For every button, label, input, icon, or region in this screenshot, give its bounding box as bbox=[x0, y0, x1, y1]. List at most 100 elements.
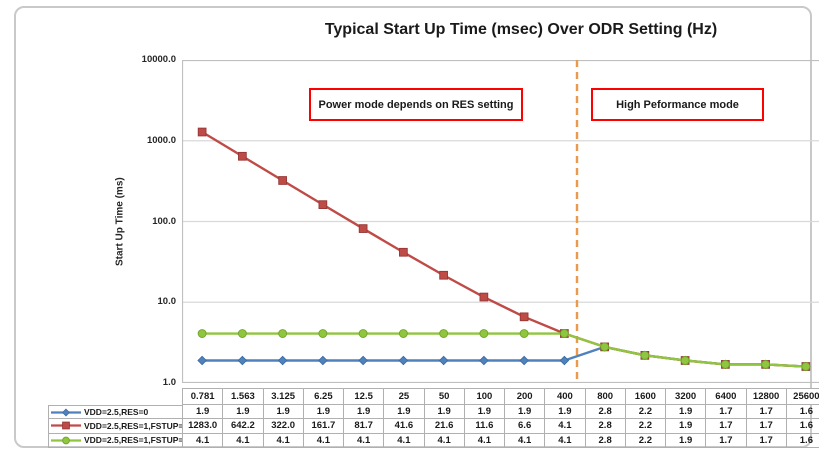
y-axis-tick-label: 10.0 bbox=[157, 296, 177, 308]
table-value-cell: 4.1 bbox=[505, 433, 546, 448]
annotation-power-mode-box: Power mode depends on RES setting bbox=[309, 88, 523, 121]
legend-series-label: VDD=2.5,RES=1,FSTUP=0 bbox=[84, 420, 183, 431]
circle-marker-icon bbox=[237, 329, 247, 338]
table-value-cell: 322.0 bbox=[263, 419, 304, 434]
table-value-cell: 1.7 bbox=[746, 419, 787, 434]
circle-marker-icon bbox=[358, 329, 368, 338]
table-value-cell: 11.6 bbox=[464, 419, 505, 434]
square-marker-icon bbox=[399, 247, 408, 257]
table-value-cell: 1.9 bbox=[464, 405, 505, 420]
odr-category-header-cell: 100 bbox=[464, 388, 505, 405]
square-marker-icon bbox=[197, 127, 207, 137]
circle-marker-icon bbox=[62, 436, 70, 445]
diamond-marker-icon bbox=[519, 355, 529, 366]
table-value-cell: 1283.0 bbox=[183, 419, 224, 434]
circle-marker-icon bbox=[398, 329, 408, 338]
square-marker-icon bbox=[519, 312, 529, 322]
table-value-cell: 4.1 bbox=[384, 433, 425, 448]
table-value-cell: 1.9 bbox=[183, 405, 224, 420]
legend-cell: VDD=2.5,RES=0 bbox=[49, 405, 183, 420]
table-value-cell: 1.7 bbox=[706, 405, 747, 420]
odr-category-header-cell: 25 bbox=[384, 388, 425, 405]
table-value-cell: 1.9 bbox=[666, 419, 707, 434]
legend-series-label: VDD=2.5,RES=0 bbox=[84, 407, 149, 418]
diamond-marker-icon bbox=[318, 355, 328, 366]
odr-category-header-cell: 200 bbox=[505, 388, 546, 405]
diamond-marker-icon bbox=[277, 355, 288, 366]
series-line bbox=[201, 130, 806, 368]
circle-marker-icon bbox=[318, 329, 328, 338]
table-value-cell: 2.2 bbox=[625, 419, 666, 434]
table-value-cell: 4.1 bbox=[223, 433, 264, 448]
square-marker-icon bbox=[62, 422, 70, 430]
table-row: VDD=2.5,RES=1,FSTUP=0 1283.0 642.2 322.0 161… bbox=[49, 419, 819, 434]
annotation-high-performance-box: High Peformance mode bbox=[591, 88, 764, 121]
legend-series-glyph-icon bbox=[51, 436, 81, 445]
data-table: VDD=2.5,RES=0 1.9 1.9 1.9 1.9 1.9 1.9 1.9 1.9 1.9… bbox=[48, 405, 819, 448]
legend-cell: VDD=2.5,RES=1,FSTUP=1 bbox=[49, 433, 183, 448]
diamond-marker-icon bbox=[479, 355, 489, 366]
table-value-cell: 4.1 bbox=[545, 419, 586, 434]
table-value-cell: 4.1 bbox=[344, 433, 385, 448]
table-value-cell: 6.6 bbox=[505, 419, 546, 434]
circle-marker-icon bbox=[680, 356, 690, 365]
y-axis-tick-label: 100.0 bbox=[152, 215, 176, 227]
annotation-high-performance-text: High Peformance mode bbox=[616, 98, 739, 111]
diamond-marker-icon bbox=[438, 355, 449, 366]
series-line bbox=[202, 332, 806, 368]
table-value-cell: 1.7 bbox=[706, 419, 747, 434]
odr-category-header-cell: 1600 bbox=[625, 388, 666, 405]
odr-category-header-cell: 6400 bbox=[706, 388, 747, 405]
odr-category-header-cell: 0.781 bbox=[183, 388, 224, 405]
square-marker-icon bbox=[278, 176, 287, 185]
chart-title: Typical Start Up Time (msec) Over ODR Se… bbox=[324, 21, 718, 38]
odr-category-header-cell: 25600 bbox=[786, 388, 819, 405]
odr-category-header-cell: 3.125 bbox=[263, 388, 304, 405]
y-axis-tick-label: 10000.0 bbox=[141, 54, 176, 65]
circle-marker-icon bbox=[761, 359, 771, 369]
table-value-cell: 4.1 bbox=[424, 433, 465, 448]
circle-marker-icon bbox=[479, 329, 489, 338]
table-row: VDD=2.5,RES=0 1.9 1.9 1.9 1.9 1.9 1.9 1.9 1.9 1.9… bbox=[49, 405, 819, 420]
circle-marker-icon bbox=[519, 329, 529, 338]
odr-category-header-cell: 12800 bbox=[746, 388, 787, 405]
table-row: VDD=2.5,RES=1,FSTUP=1 4.1 4.1 4.1 4.1 4.1 4.1 4… bbox=[49, 433, 819, 448]
legend-series-label: VDD=2.5,RES=1,FSTUP=1 bbox=[84, 435, 183, 446]
circle-marker-icon bbox=[197, 329, 207, 338]
table-value-cell: 1.9 bbox=[263, 405, 304, 420]
plot-svg bbox=[181, 59, 819, 384]
table-value-cell: 4.1 bbox=[545, 433, 586, 448]
table-value-cell: 1.6 bbox=[786, 419, 819, 434]
table-value-cell: 642.2 bbox=[223, 419, 264, 434]
table-value-cell: 1.9 bbox=[223, 405, 264, 420]
annotation-power-mode-text: Power mode depends on RES setting bbox=[318, 98, 514, 111]
y-axis-tick-label: 1.0 bbox=[162, 377, 176, 388]
odr-category-header-cell: 12.5 bbox=[344, 388, 385, 405]
table-value-cell: 2.2 bbox=[625, 433, 666, 448]
table-value-cell: 1.6 bbox=[786, 405, 819, 420]
diamond-marker-icon bbox=[358, 355, 368, 366]
table-value-cell: 2.8 bbox=[585, 419, 626, 434]
square-marker-icon bbox=[318, 200, 328, 209]
square-marker-icon bbox=[358, 224, 368, 233]
table-value-cell: 1.7 bbox=[746, 405, 787, 420]
circle-marker-icon bbox=[559, 329, 569, 338]
diamond-marker-icon bbox=[559, 355, 570, 366]
table-value-cell: 1.7 bbox=[706, 433, 747, 448]
table-value-cell: 1.9 bbox=[666, 433, 707, 448]
diamond-marker-icon bbox=[197, 355, 207, 366]
odr-category-header-cell: 400 bbox=[545, 388, 586, 405]
diamond-marker-icon bbox=[398, 355, 409, 366]
circle-marker-icon bbox=[278, 329, 288, 338]
y-axis-tick-label: 1000.0 bbox=[146, 134, 176, 146]
square-marker-icon bbox=[238, 151, 247, 161]
table-value-cell: 4.1 bbox=[303, 433, 344, 448]
legend-series-glyph-icon bbox=[51, 408, 81, 417]
plot-area bbox=[181, 59, 819, 384]
table-value-cell: 1.9 bbox=[424, 405, 465, 420]
x-axis-category-header-row: 0.781 1.563 3.125 6.25 12.5 25 50 100 200 400 800 1… bbox=[182, 388, 819, 405]
table-value-cell: 81.7 bbox=[344, 419, 385, 434]
odr-category-header-cell: 6.25 bbox=[303, 388, 344, 405]
table-value-cell: 161.7 bbox=[303, 419, 344, 434]
